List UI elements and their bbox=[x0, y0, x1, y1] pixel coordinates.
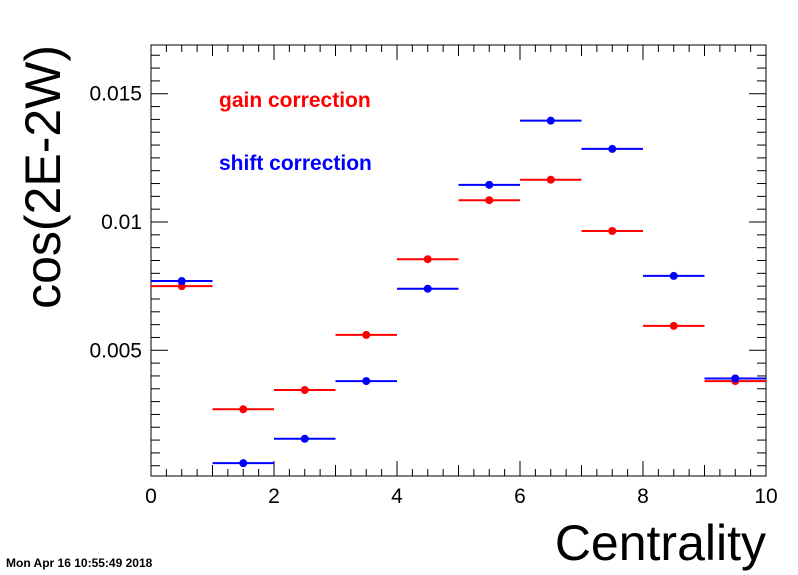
y-axis-title: cos(2E-2W) bbox=[15, 45, 71, 309]
legend-shift-correction: shift correction bbox=[219, 152, 372, 175]
x-tick-label: 8 bbox=[637, 485, 649, 508]
x-tick-label: 0 bbox=[145, 485, 157, 508]
x-tick-label: 10 bbox=[754, 485, 777, 508]
x-axis-title: Centrality bbox=[555, 515, 766, 571]
x-axis-tick-labels: 0 2 4 6 8 10 bbox=[145, 485, 778, 508]
data-point bbox=[239, 459, 248, 468]
data-point bbox=[177, 277, 186, 286]
legend-gain-correction: gain correction bbox=[219, 89, 371, 112]
y-axis-ticks bbox=[151, 54, 766, 467]
x-tick-label: 2 bbox=[268, 485, 280, 508]
data-point bbox=[608, 226, 617, 235]
data-point bbox=[669, 271, 678, 280]
data-point bbox=[362, 330, 371, 339]
y-tick-label: 0.005 bbox=[89, 339, 142, 362]
data-point bbox=[608, 144, 617, 153]
data-point bbox=[485, 196, 494, 205]
series-gain-correction bbox=[151, 175, 766, 414]
x-tick-label: 6 bbox=[514, 485, 526, 508]
data-point bbox=[423, 255, 432, 264]
data-point bbox=[423, 284, 432, 293]
data-point bbox=[546, 175, 555, 184]
data-point bbox=[731, 374, 740, 383]
y-axis-tick-labels: 0.005 0.01 0.015 bbox=[89, 83, 142, 363]
data-point bbox=[239, 405, 248, 414]
data-point bbox=[546, 116, 555, 125]
data-point bbox=[669, 321, 678, 330]
data-point bbox=[300, 386, 309, 395]
y-tick-label: 0.01 bbox=[101, 211, 142, 234]
data-point bbox=[362, 377, 371, 386]
x-tick-label: 4 bbox=[391, 485, 403, 508]
series-layer bbox=[151, 116, 766, 468]
series-shift-correction bbox=[151, 116, 766, 468]
x-axis-ticks bbox=[150, 45, 767, 476]
data-point bbox=[300, 434, 309, 443]
y-tick-label: 0.015 bbox=[89, 83, 142, 106]
data-point bbox=[485, 180, 494, 189]
timestamp: Mon Apr 16 10:55:49 2018 bbox=[6, 556, 153, 570]
